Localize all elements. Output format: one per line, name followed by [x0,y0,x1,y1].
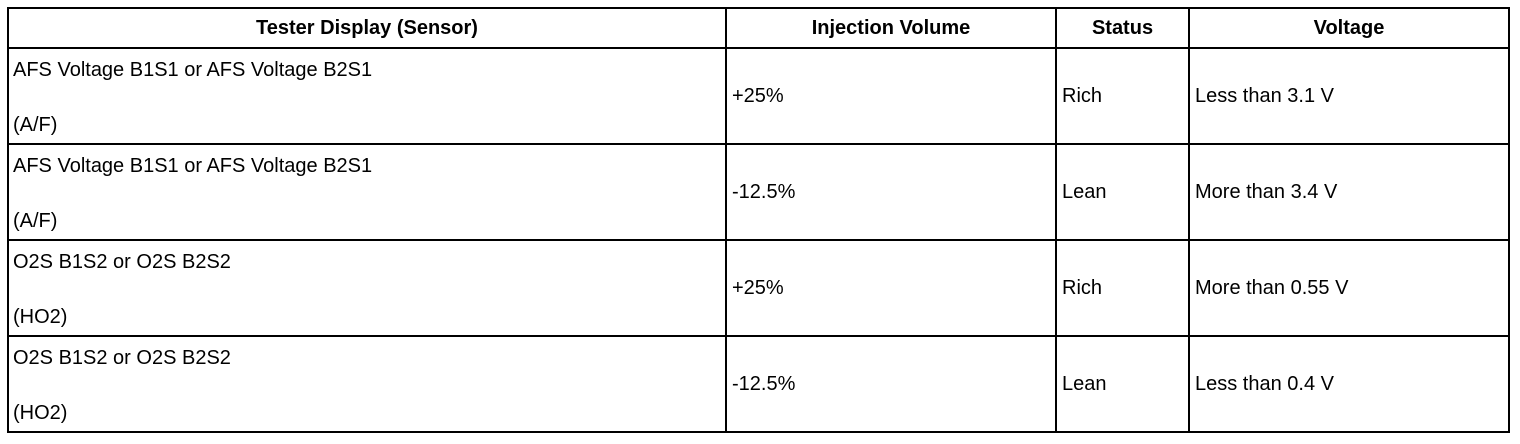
header-voltage: Voltage [1188,7,1510,49]
injection-volume-cell: -12.5% [725,143,1057,241]
table-row: O2S B1S2 or O2S B2S2 (HO2) +25% Rich Mor… [7,239,1510,337]
sensor-name: AFS Voltage B1S1 or AFS Voltage B2S1 [13,59,373,81]
sensor-type: (HO2) [13,306,68,328]
status-cell: Rich [1055,47,1190,145]
voltage-cell: Less than 3.1 V [1188,47,1510,145]
sensor-cell: AFS Voltage B1S1 or AFS Voltage B2S1 (A/… [7,143,727,241]
status-cell: Lean [1055,335,1190,433]
voltage-cell: More than 0.55 V [1188,239,1510,337]
sensor-cell: AFS Voltage B1S1 or AFS Voltage B2S1 (A/… [7,47,727,145]
table-header-row: Tester Display (Sensor) Injection Volume… [7,7,1510,49]
status-cell: Lean [1055,143,1190,241]
injection-volume-cell: +25% [725,239,1057,337]
spec-table-container: Tester Display (Sensor) Injection Volume… [7,7,1510,433]
voltage-cell: Less than 0.4 V [1188,335,1510,433]
sensor-type: (A/F) [13,114,58,136]
sensor-cell: O2S B1S2 or O2S B2S2 (HO2) [7,239,727,337]
voltage-cell: More than 3.4 V [1188,143,1510,241]
sensor-name: O2S B1S2 or O2S B2S2 [13,347,231,369]
table-row: O2S B1S2 or O2S B2S2 (HO2) -12.5% Lean L… [7,335,1510,433]
sensor-type: (HO2) [13,402,68,424]
table-row: AFS Voltage B1S1 or AFS Voltage B2S1 (A/… [7,143,1510,241]
header-injection-volume: Injection Volume [725,7,1057,49]
sensor-name: O2S B1S2 or O2S B2S2 [13,251,231,273]
status-cell: Rich [1055,239,1190,337]
header-tester-display: Tester Display (Sensor) [7,7,727,49]
sensor-cell: O2S B1S2 or O2S B2S2 (HO2) [7,335,727,433]
sensor-name: AFS Voltage B1S1 or AFS Voltage B2S1 [13,155,373,177]
header-status: Status [1055,7,1190,49]
sensor-type: (A/F) [13,210,58,232]
injection-volume-cell: +25% [725,47,1057,145]
sensor-spec-table: Tester Display (Sensor) Injection Volume… [7,7,1510,433]
injection-volume-cell: -12.5% [725,335,1057,433]
table-row: AFS Voltage B1S1 or AFS Voltage B2S1 (A/… [7,47,1510,145]
